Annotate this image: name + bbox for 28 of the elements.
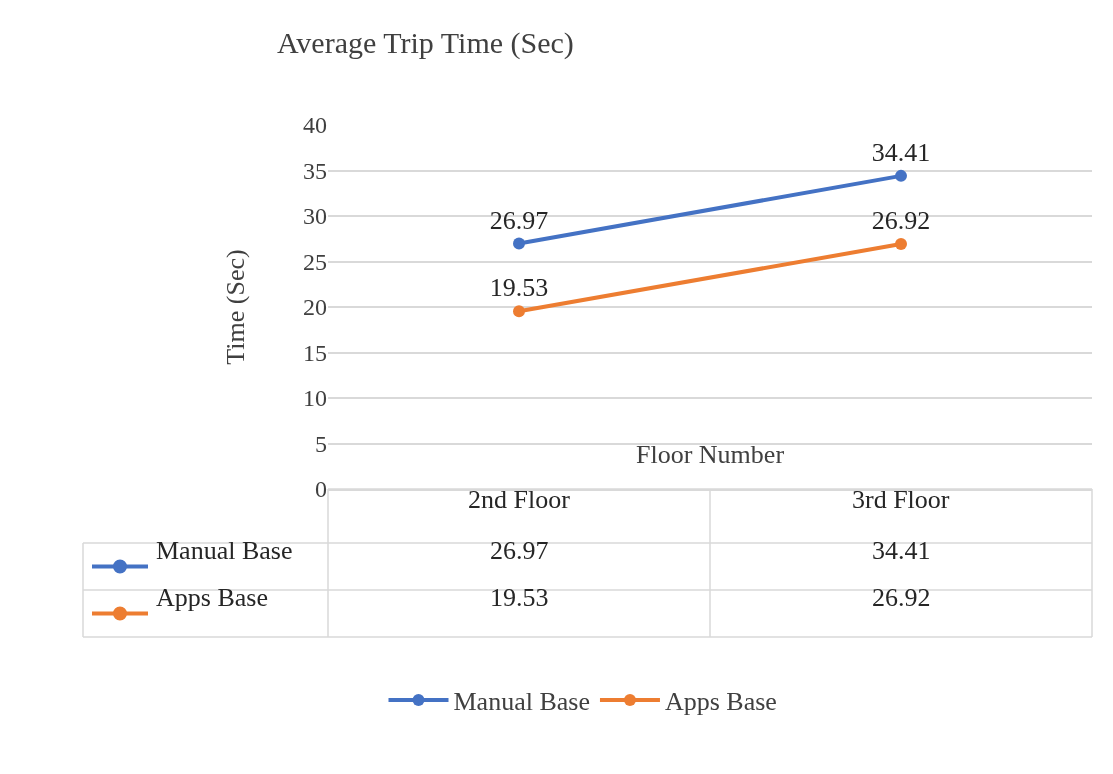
data-label: 19.53 (490, 583, 549, 612)
annotation: 34.41 (871, 137, 931, 167)
y-tick-label: 15 (303, 339, 327, 366)
data-label: 26.97 (490, 536, 549, 565)
legend-label: Apps Base (156, 583, 268, 612)
data-label: 34.41 (872, 536, 931, 565)
y-tick-label: 0 (315, 476, 327, 503)
data-label: 26.92 (872, 583, 931, 612)
y-tick-label: 35 (303, 157, 327, 184)
y-tick-label: 25 (303, 248, 327, 275)
point (895, 169, 907, 182)
y-tick-label: 30 (303, 203, 327, 230)
annotation: 26.92 (871, 206, 931, 236)
y-axis-title: Time (Sec) (221, 249, 251, 365)
y-tick-label: 20 (303, 294, 327, 321)
chart-title: Average Trip Time (Sec) (276, 25, 574, 60)
x-axis-title: Floor Number (636, 440, 785, 469)
legend-label: Manual Base (156, 536, 293, 565)
x-tick-label: 3rd Floor (852, 485, 950, 514)
annotation: 19.53 (489, 273, 549, 303)
annotation: 26.97 (489, 205, 549, 235)
point (513, 237, 525, 250)
x-tick-label: 2nd Floor (468, 485, 571, 514)
point (513, 305, 525, 318)
y-tick-label: 40 (303, 112, 327, 139)
y-tick-label: 5 (315, 430, 327, 457)
y-tick-label: 10 (303, 385, 327, 412)
point (895, 238, 907, 251)
